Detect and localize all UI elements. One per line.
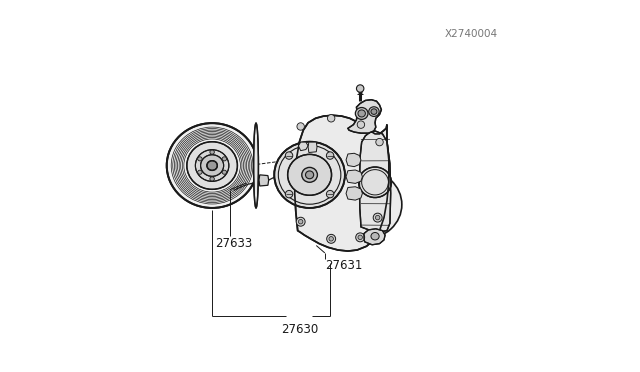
Circle shape	[296, 217, 305, 226]
Ellipse shape	[195, 150, 229, 182]
Circle shape	[356, 233, 365, 242]
Circle shape	[376, 138, 383, 146]
Polygon shape	[360, 131, 390, 232]
Circle shape	[329, 237, 333, 241]
Circle shape	[376, 215, 380, 220]
Text: 27630: 27630	[281, 323, 318, 336]
Polygon shape	[298, 142, 308, 151]
Ellipse shape	[210, 177, 214, 181]
Ellipse shape	[369, 107, 379, 116]
Ellipse shape	[305, 171, 314, 179]
Ellipse shape	[207, 161, 218, 170]
Circle shape	[358, 235, 362, 240]
Polygon shape	[348, 100, 381, 133]
Circle shape	[356, 85, 364, 92]
Polygon shape	[346, 170, 362, 183]
Ellipse shape	[358, 167, 392, 198]
Circle shape	[326, 152, 334, 159]
Ellipse shape	[187, 142, 237, 189]
Text: 27631: 27631	[325, 260, 362, 272]
Ellipse shape	[355, 108, 368, 119]
Polygon shape	[294, 115, 389, 251]
Ellipse shape	[275, 142, 345, 208]
Ellipse shape	[287, 154, 332, 195]
Ellipse shape	[167, 123, 257, 208]
Ellipse shape	[198, 157, 202, 161]
Ellipse shape	[222, 157, 227, 161]
Circle shape	[297, 123, 305, 130]
Text: 27633: 27633	[215, 237, 252, 250]
Circle shape	[298, 219, 303, 224]
Text: X2740004: X2740004	[445, 29, 498, 39]
Ellipse shape	[198, 170, 202, 174]
Polygon shape	[308, 142, 317, 153]
Circle shape	[373, 213, 382, 222]
Ellipse shape	[358, 110, 365, 117]
Circle shape	[285, 190, 292, 198]
Polygon shape	[346, 187, 362, 200]
Ellipse shape	[222, 170, 227, 174]
Ellipse shape	[328, 170, 402, 239]
Circle shape	[328, 115, 335, 122]
Polygon shape	[346, 153, 361, 167]
Ellipse shape	[371, 232, 379, 240]
Polygon shape	[259, 175, 269, 186]
Circle shape	[285, 152, 292, 159]
Ellipse shape	[253, 123, 259, 208]
Ellipse shape	[200, 155, 223, 176]
Ellipse shape	[371, 109, 377, 115]
Ellipse shape	[210, 150, 214, 154]
Circle shape	[357, 121, 365, 128]
Circle shape	[326, 234, 335, 243]
Ellipse shape	[302, 167, 317, 182]
Circle shape	[326, 190, 334, 198]
Polygon shape	[364, 229, 385, 245]
